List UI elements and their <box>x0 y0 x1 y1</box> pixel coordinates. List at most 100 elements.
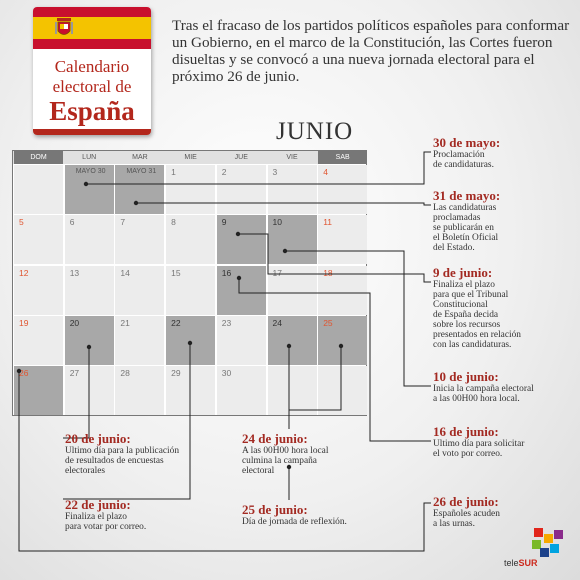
day-number: 16 <box>221 267 232 278</box>
weekday-mar: MAR <box>132 154 148 161</box>
calendar-day: 30 <box>216 366 266 416</box>
day-number: MAYO 31 <box>126 168 157 175</box>
annotation-text: Españoles acuden a las urnas. <box>433 509 500 529</box>
annotation-line: a las 00H00 hora local. <box>433 394 520 404</box>
day-number: 18 <box>323 267 333 278</box>
day-number: 8 <box>171 217 176 228</box>
day-number: 20 <box>69 317 80 328</box>
day-number: 22 <box>171 317 181 328</box>
month-title: JUNIO <box>276 118 354 145</box>
annotation-text: Las candidaturas proclamadas se publicarán… <box>433 203 500 253</box>
calendar-day: 19 <box>14 315 63 365</box>
calendar-day: 14 <box>115 265 165 315</box>
logo-tile <box>550 544 559 553</box>
annotation-date: 25 de junio: <box>242 502 308 517</box>
annotation-text: Ultimo día para solicitar el voto por cor… <box>433 439 524 459</box>
day-number: 29 <box>171 368 181 379</box>
badge-bottom-bar <box>33 129 151 135</box>
annotation-line: para que el Tribunal <box>433 290 509 300</box>
calendar-day: 28 <box>115 366 165 416</box>
calendar-day: MAYO 31 <box>115 165 165 214</box>
annotation-jun22: 22 de junio: Finaliza el plazo para votar… <box>65 497 146 533</box>
annotation-line: Finaliza el plazo <box>65 512 127 522</box>
calendar-day: 20 <box>64 315 114 365</box>
day-number: 27 <box>69 368 80 379</box>
logo-tile <box>532 540 541 549</box>
annotation-jun24: 24 de junio: A las 00H00 hora local culmi… <box>242 432 328 477</box>
day-number: 17 <box>272 267 282 278</box>
annotation-may31: 31 de mayo: Las candidaturas proclamadas s… <box>433 188 501 254</box>
day-number: 28 <box>120 368 130 379</box>
calendar-day: 27 <box>64 366 114 416</box>
annotation-date: 26 de junio: <box>433 494 499 509</box>
calendar-day: 18 <box>318 265 368 315</box>
day-number: 24 <box>272 317 282 328</box>
weekday-jue: JUE <box>234 154 248 161</box>
annotation-line: Inicia la campaña electoral <box>433 384 534 394</box>
day-number: 10 <box>272 217 282 228</box>
annotation-date: 10 de junio: <box>433 369 499 384</box>
annotation-line: a las urnas. <box>433 519 475 529</box>
annotation-date: 20 de junio: <box>65 431 131 446</box>
day-number: MAYO 30 <box>75 168 106 175</box>
annotation-text: Proclamación de candidaturas. <box>433 150 500 170</box>
day-number: 14 <box>120 267 130 278</box>
calendar-day: 7 <box>115 215 165 265</box>
calendar-day: 10 <box>267 215 317 265</box>
logo-suffix: SUR <box>518 558 538 568</box>
day-number: 15 <box>171 267 181 278</box>
calendar-day: 11 <box>318 215 368 265</box>
badge-title-line1: Calendario <box>54 57 130 76</box>
calendar-day: 6 <box>64 215 114 265</box>
calendar-day: 2 <box>216 165 266 214</box>
annotation-date: 31 de mayo: <box>433 188 501 203</box>
day-number: 9 <box>221 217 227 228</box>
logo-tile <box>544 534 553 543</box>
logo-wordmark: teleSUR <box>504 558 538 568</box>
annotation-date: 22 de junio: <box>65 497 131 512</box>
calendar-day: 16 <box>216 265 266 315</box>
annotation-line: Proclamación <box>433 150 485 160</box>
calendar-day: 29 <box>166 366 216 416</box>
annotation-line: sobre los recursos <box>433 320 501 330</box>
annotation-date: 16 de junio: <box>433 424 499 439</box>
weekday-header: DOM LUN MAR MIE JUE VIE SAB <box>13 151 368 164</box>
calendar-day: 12 <box>14 265 63 315</box>
day-number: 7 <box>120 217 126 228</box>
weekday-lun: LUN <box>82 154 97 161</box>
calendar-day: 17 <box>267 265 317 315</box>
annotation-line: proclamadas <box>433 213 481 223</box>
annotation-line: Las candidaturas <box>433 203 497 213</box>
day-number: 30 <box>221 368 232 379</box>
weekday-dom: DOM <box>14 151 63 164</box>
annotation-line: electorales <box>65 466 106 476</box>
logo-tile <box>534 528 543 537</box>
annotation-may30: 30 de mayo: Proclamación de candidaturas. <box>433 135 501 171</box>
day-number: 1 <box>171 167 176 177</box>
annotation-line: Constitucional <box>433 300 488 310</box>
calendar-day: 4 <box>318 165 368 214</box>
annotation-date: 30 de mayo: <box>433 135 501 150</box>
calendar-day: 21 <box>115 315 165 365</box>
annotation-line: A las 00H00 hora local <box>242 446 329 456</box>
day-number: 11 <box>323 217 333 228</box>
calendar-day: 13 <box>64 265 114 315</box>
day-number: 2 <box>221 167 227 177</box>
annotation-line: presentados en relación <box>433 330 521 340</box>
annotation-text: Día de jornada de reflexión. <box>242 517 347 527</box>
day-number: 23 <box>221 317 232 328</box>
badge-title-line2: electoral de <box>52 77 132 96</box>
annotation-line: se publicarán en <box>433 223 494 233</box>
annotation-text: Finaliza el plazo para que el Tribunal Con… <box>433 280 521 350</box>
weekday-mie: MIE <box>184 154 197 161</box>
day-number: 4 <box>323 167 328 177</box>
logo-tile <box>554 530 563 539</box>
day-number: 12 <box>19 267 29 278</box>
calendar-day: 24 <box>267 315 317 365</box>
day-number: 6 <box>69 217 75 228</box>
weekday-vie: VIE <box>286 154 298 161</box>
annotation-date: 9 de junio: <box>433 265 493 280</box>
annotation-jun16: 16 de junio: Ultimo día para solicitar el… <box>433 424 524 460</box>
annotation-text: A las 00H00 hora local culmina la campaña… <box>242 446 328 476</box>
annotation-line: electoral <box>242 466 275 476</box>
